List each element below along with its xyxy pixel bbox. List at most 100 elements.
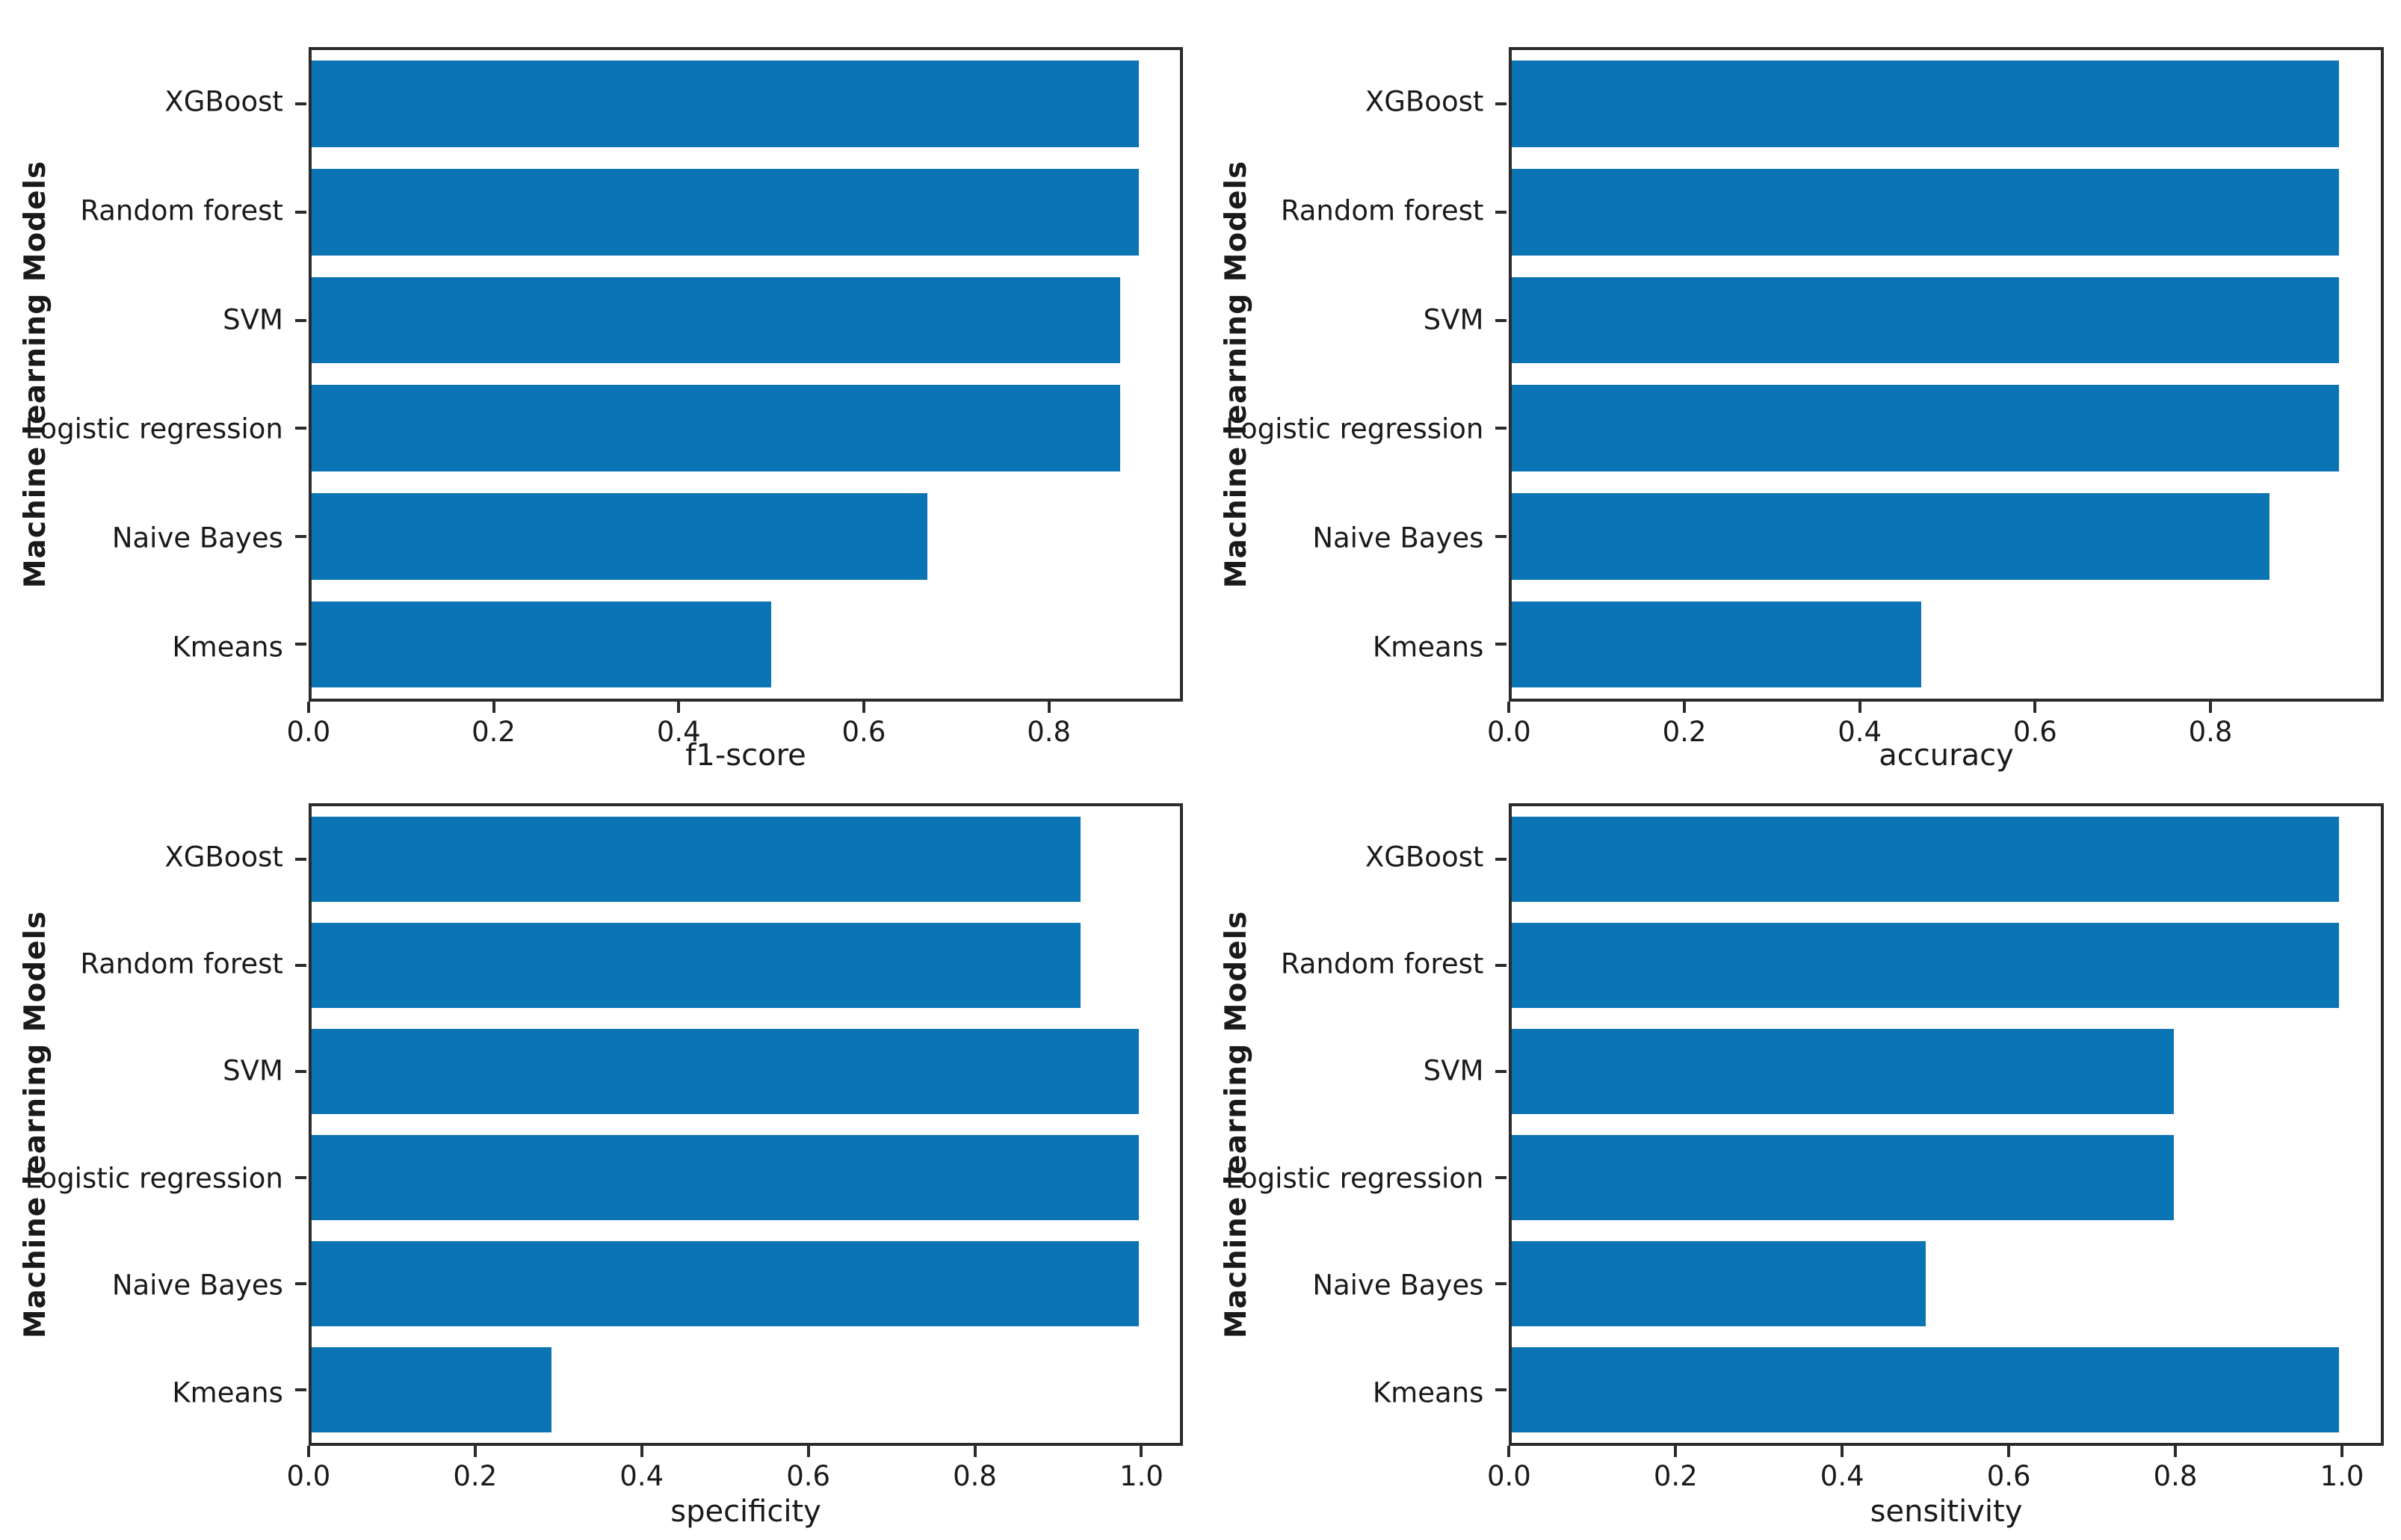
category-label-xgboost: XGBoost: [164, 85, 283, 118]
x-tick-mark: [677, 701, 681, 713]
x-tick-label: 0.8: [2153, 1460, 2198, 1493]
x-tick-label: 0.8: [953, 1460, 997, 1493]
x-tick-label: 1.0: [2320, 1460, 2364, 1493]
x-axis-title-f1-score: f1-score: [685, 737, 806, 773]
bar-xgboost: [1512, 817, 2340, 902]
bar-kmeans: [311, 1347, 551, 1433]
y-tick-mark: [1495, 1388, 1507, 1392]
y-tick-mark: [1495, 210, 1507, 214]
x-tick-mark: [473, 1446, 477, 1458]
x-tick-label: 0.0: [286, 715, 331, 748]
x-tick-label: 0.8: [2188, 715, 2233, 748]
x-tick-label: 0.6: [1986, 1460, 2031, 1493]
x-tick-label: 0.8: [1027, 715, 1072, 748]
category-label-kmeans: Kmeans: [172, 631, 283, 664]
category-label-xgboost: XGBoost: [1365, 85, 1484, 118]
category-label-svm: SVM: [223, 1054, 283, 1087]
y-tick-mark: [294, 534, 306, 538]
y-tick-mark: [294, 1388, 306, 1392]
x-tick-label: 0.6: [841, 715, 886, 748]
bar-xgboost: [1512, 61, 2340, 148]
x-tick-mark: [1140, 1446, 1143, 1458]
plot-area-f1-score: [294, 46, 1184, 702]
bar-naive-bayes: [311, 492, 927, 580]
y-tick-mark: [1495, 1176, 1507, 1180]
x-tick-mark: [492, 701, 495, 713]
category-label-naive-bayes: Naive Bayes: [1312, 1269, 1484, 1302]
category-label-xgboost: XGBoost: [164, 841, 283, 873]
x-tick-label: 0.2: [453, 1460, 498, 1493]
category-label-logistic-regression: Logistic regression: [1226, 412, 1484, 445]
y-tick-mark: [294, 102, 306, 106]
category-label-naive-bayes: Naive Bayes: [111, 1269, 283, 1302]
y-tick-mark: [1495, 102, 1507, 106]
x-tick-label: 0.6: [786, 1460, 831, 1493]
x-tick-mark: [2174, 1446, 2178, 1458]
y-tick-mark: [1495, 534, 1507, 538]
x-tick-label: 0.4: [656, 715, 701, 748]
x-tick-mark: [306, 701, 310, 713]
category-label-svm: SVM: [1423, 1054, 1484, 1087]
x-tick-label: 0.2: [1662, 715, 1707, 748]
y-tick-mark: [1495, 1282, 1507, 1286]
y-tick-mark: [294, 210, 306, 214]
bar-logistic-regression: [311, 1135, 1139, 1220]
bar-kmeans: [311, 601, 771, 688]
y-tick-mark: [1495, 643, 1507, 646]
y-tick-mark: [294, 1282, 306, 1286]
bar-random-forest: [311, 923, 1081, 1008]
category-label-logistic-regression: Logistic regression: [1226, 1162, 1484, 1195]
x-tick-label: 0.0: [1486, 1460, 1531, 1493]
x-tick-label: 0.0: [1486, 715, 1531, 748]
category-label-xgboost: XGBoost: [1365, 841, 1484, 873]
category-label-kmeans: Kmeans: [1372, 1376, 1484, 1409]
y-axis-title: Machine learning Models: [1219, 910, 1253, 1339]
x-tick-mark: [973, 1446, 977, 1458]
x-tick-mark: [1047, 701, 1051, 713]
y-tick-mark: [1495, 857, 1507, 861]
y-tick-mark: [1495, 318, 1507, 322]
x-axis-accuracy: 0.0 0.2 0.4 0.6 0.8 accuracy: [1487, 701, 2383, 773]
category-label-naive-bayes: Naive Bayes: [111, 522, 283, 554]
plot-area-sensitivity: [1495, 803, 2384, 1447]
y-tick-mark: [1495, 963, 1507, 967]
category-label-naive-bayes: Naive Bayes: [1312, 522, 1484, 554]
x-tick-mark: [806, 1446, 810, 1458]
x-tick-label: 1.0: [1119, 1460, 1164, 1493]
category-label-random-forest: Random forest: [1280, 194, 1484, 227]
x-tick-mark: [2033, 701, 2037, 713]
bar-xgboost: [311, 817, 1081, 902]
y-tick-mark: [294, 643, 306, 646]
bar-logistic-regression: [1512, 385, 2340, 471]
bar-kmeans: [1512, 601, 1922, 688]
bar-random-forest: [1512, 168, 2340, 256]
y-tick-mark: [1495, 1069, 1507, 1073]
x-axis-title-accuracy: accuracy: [1879, 737, 2014, 773]
bar-random-forest: [1512, 923, 2340, 1008]
category-label-logistic-regression: Logistic regression: [25, 412, 283, 445]
bar-naive-bayes: [1512, 492, 2270, 580]
category-label-svm: SVM: [223, 303, 283, 336]
x-axis-title-sensitivity: sensitivity: [1870, 1494, 2023, 1530]
x-tick-label: 0.4: [619, 1460, 664, 1493]
category-label-kmeans: Kmeans: [172, 1376, 283, 1409]
subplot-specificity: XGBoost Random forest SVM Logistic regressi…: [0, 770, 1201, 1540]
bar-naive-bayes: [1512, 1241, 1926, 1326]
y-tick-mark: [294, 427, 306, 430]
category-label-logistic-regression: Logistic regression: [25, 1162, 283, 1195]
category-label-svm: SVM: [1423, 303, 1484, 336]
x-tick-mark: [1858, 701, 1861, 713]
bar-logistic-regression: [1512, 1135, 2174, 1220]
x-tick-label: 0.2: [1653, 1460, 1698, 1493]
bar-random-forest: [311, 168, 1139, 256]
subplot-sensitivity: XGBoost Random forest SVM Logistic regressi…: [1201, 770, 2401, 1540]
category-label-random-forest: Random forest: [80, 194, 283, 227]
category-label-random-forest: Random forest: [80, 947, 283, 980]
bar-kmeans: [1512, 1347, 2340, 1433]
y-tick-mark: [294, 963, 306, 967]
x-tick-mark: [1507, 1446, 1511, 1458]
x-tick-label: 0.2: [472, 715, 516, 748]
x-axis-sensitivity: 0.0 0.2 0.4 0.6 0.8 1.0 sensitivity: [1487, 1446, 2383, 1540]
category-label-kmeans: Kmeans: [1372, 631, 1484, 664]
